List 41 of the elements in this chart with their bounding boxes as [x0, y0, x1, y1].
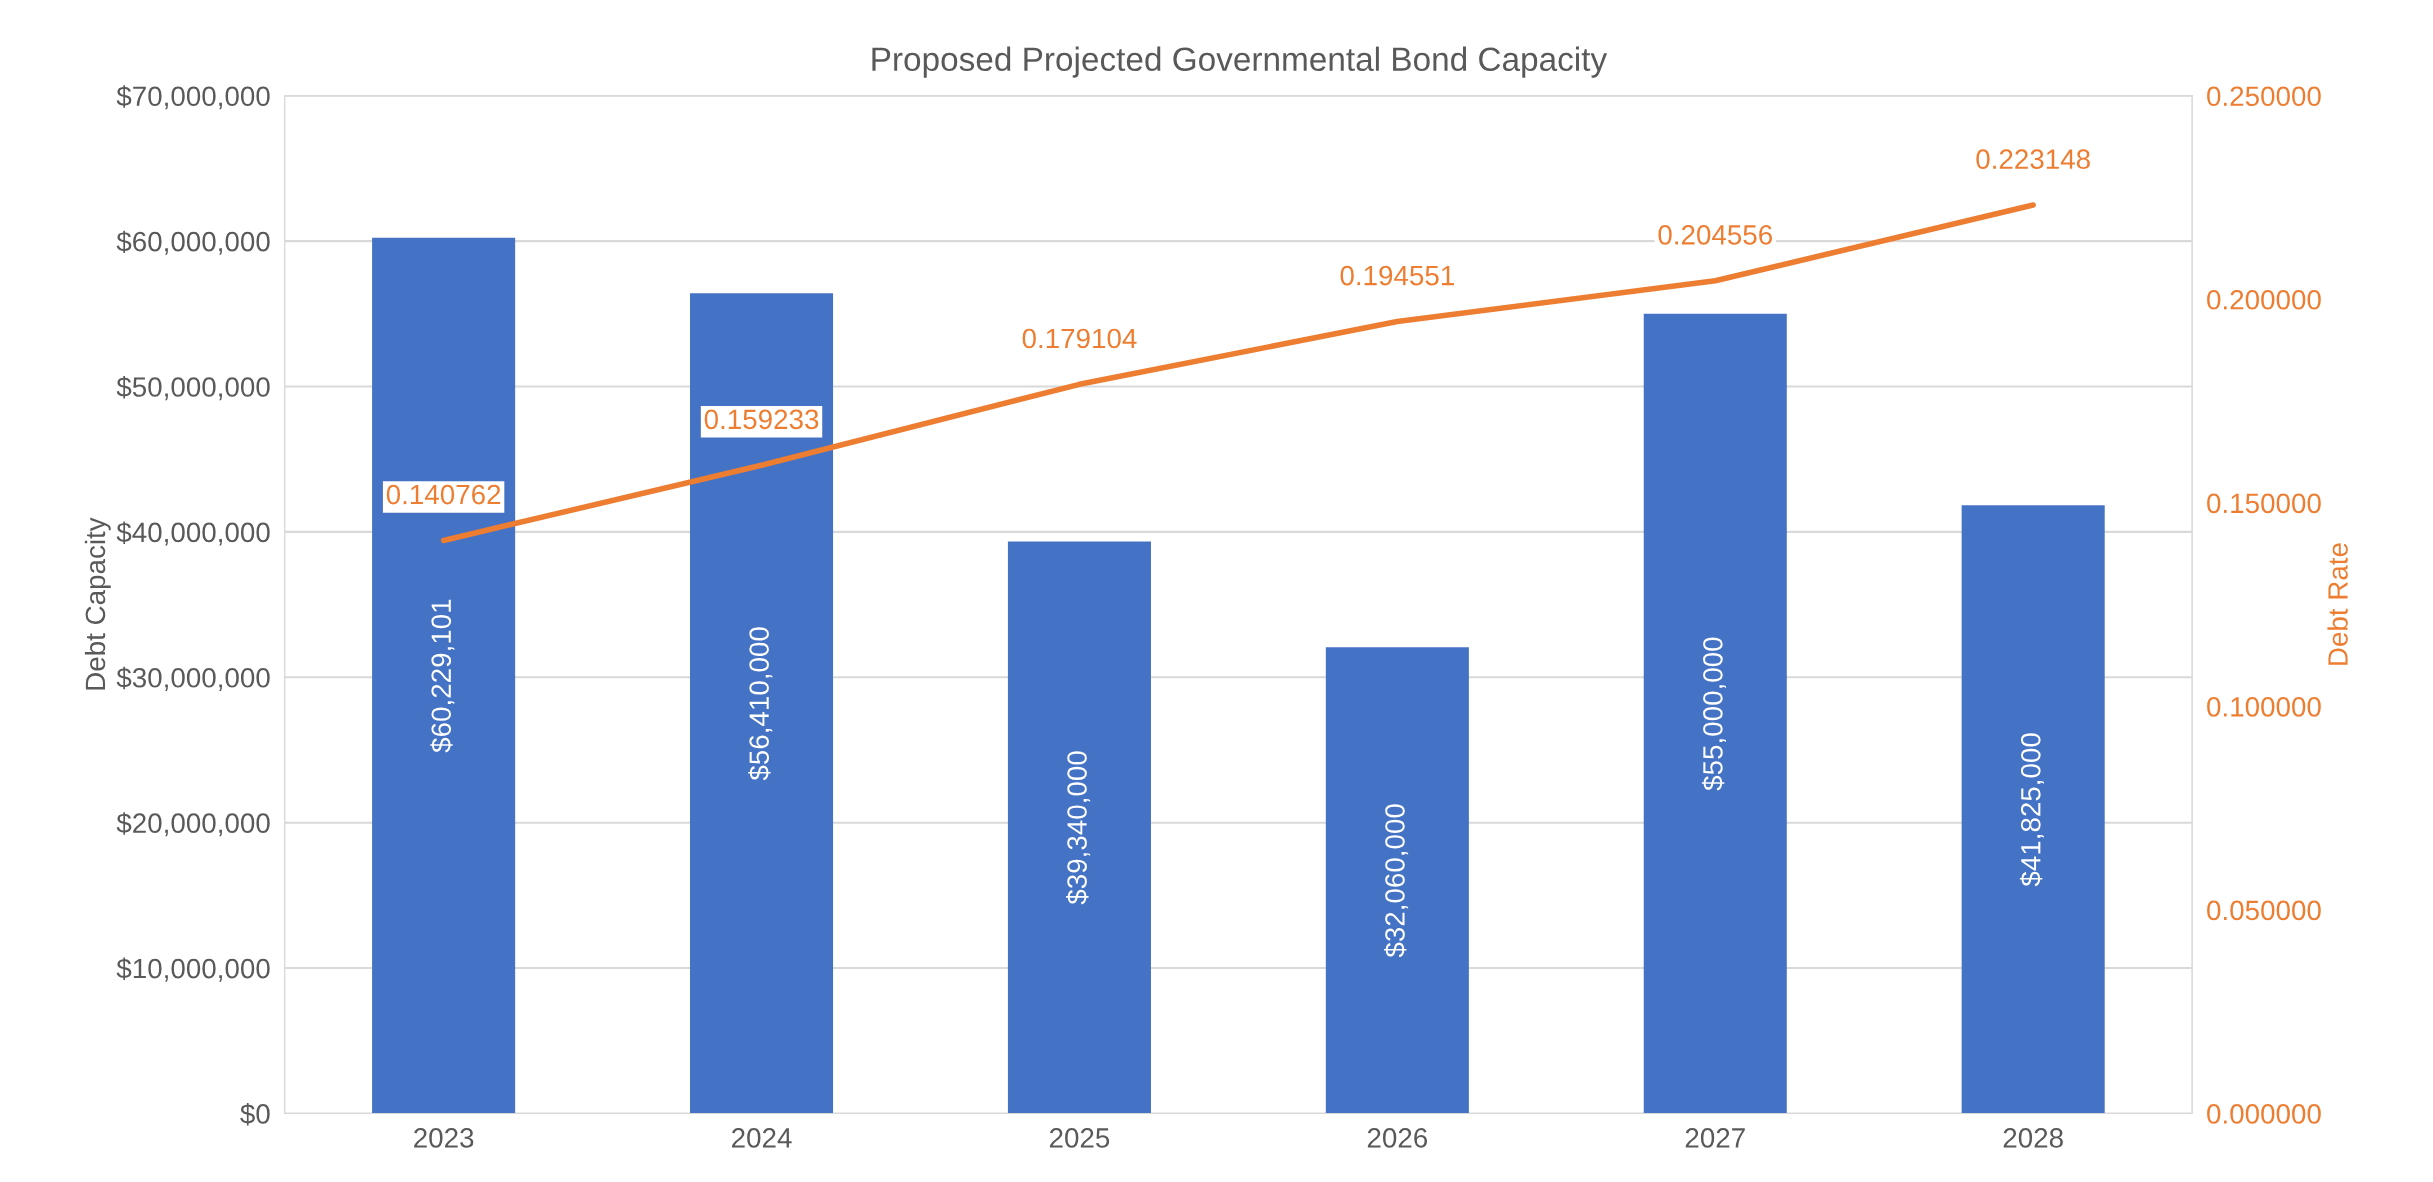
y2-axis-title: Debt Rate [2327, 543, 2348, 665]
bar [1325, 647, 1469, 1114]
data-label: $56,410,000 [748, 627, 773, 781]
data-label: $39,340,000 [1066, 751, 1091, 905]
y2-tick-label: 0.150000 [2207, 493, 2321, 514]
chart-title: Proposed Projected Governmental Bond Capacity [872, 46, 1608, 78]
bar [690, 293, 834, 1114]
data-label: 0.204556 [1658, 225, 1772, 245]
x-tick-label: 2024 [732, 1128, 792, 1148]
bar [1643, 313, 1787, 1114]
y-tick-label: $50,000,000 [116, 376, 270, 401]
bar [1961, 505, 2105, 1114]
y2-tick-label: 0.200000 [2207, 289, 2321, 310]
data-label: $41,825,000 [2019, 733, 2044, 887]
y2-tick-label: 0.000000 [2207, 1104, 2321, 1124]
y-tick-label: $70,000,000 [116, 85, 270, 110]
y-tick-label: $20,000,000 [116, 812, 270, 837]
x-tick-label: 2028 [2003, 1128, 2063, 1148]
y2-tick-label: 0.050000 [2207, 900, 2321, 921]
y-tick-label: $30,000,000 [116, 666, 270, 691]
data-label: 0.223148 [1976, 149, 2090, 170]
data-label: 0.179104 [1022, 328, 1137, 349]
data-label: 0.140762 [386, 484, 501, 505]
data-label: 0.194551 [1340, 265, 1454, 286]
y-tick-label: $0 [240, 1102, 270, 1126]
y-tick-label: $40,000,000 [116, 521, 270, 546]
x-tick-label: 2025 [1049, 1128, 1110, 1148]
bar [1007, 541, 1151, 1114]
x-tick-label: 2026 [1367, 1128, 1428, 1148]
data-label: $32,060,000 [1383, 804, 1409, 958]
y-axis-title: Debt Capacity [84, 517, 111, 690]
data-label: 0.159233 [704, 409, 819, 430]
bar [372, 237, 516, 1114]
y-tick-label: $60,000,000 [116, 230, 270, 255]
x-tick-label: 2027 [1685, 1128, 1745, 1148]
x-tick-label: 2023 [414, 1128, 474, 1148]
data-label: $60,229,101 [430, 599, 455, 753]
y2-tick-label: 0.100000 [2207, 697, 2321, 717]
data-label: $55,000,000 [1701, 637, 1726, 791]
y-tick-label: $10,000,000 [116, 957, 270, 982]
y2-tick-label: 0.250000 [2207, 86, 2321, 107]
